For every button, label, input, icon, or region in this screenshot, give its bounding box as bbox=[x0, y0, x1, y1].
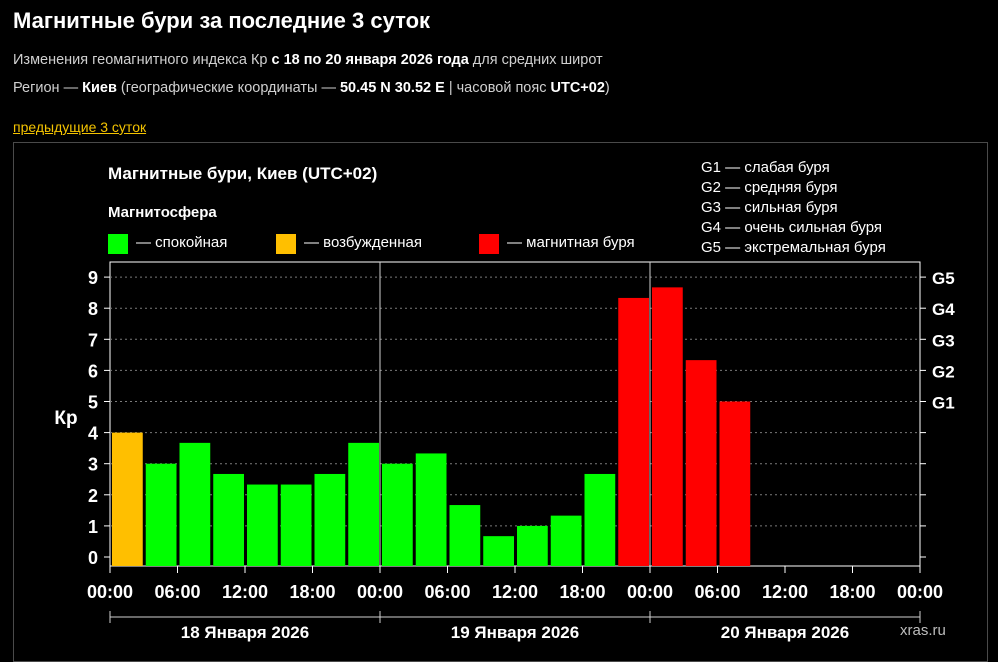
x-tick-label: 18:00 bbox=[829, 582, 875, 602]
x-tick-label: 18:00 bbox=[289, 582, 335, 602]
legend-excited-label: — возбужденная bbox=[304, 234, 422, 251]
kp-bar bbox=[719, 401, 751, 566]
x-tick-label: 00:00 bbox=[87, 582, 133, 602]
g5-legend: G5 — экстремальная буря bbox=[701, 239, 886, 256]
watermark: xras.ru bbox=[900, 622, 946, 639]
x-tick-label: 00:00 bbox=[627, 582, 673, 602]
y-tick-label: 1 bbox=[88, 517, 98, 537]
kp-bar bbox=[517, 525, 548, 566]
kp-bar bbox=[415, 453, 447, 566]
g1-legend: G1 — слабая буря bbox=[701, 159, 830, 176]
x-tick-label: 06:00 bbox=[154, 582, 200, 602]
kp-bar bbox=[179, 442, 211, 566]
g-level-label: G2 bbox=[932, 362, 955, 381]
kp-bar bbox=[348, 442, 379, 566]
x-tick-label: 12:00 bbox=[762, 582, 808, 602]
kp-bar bbox=[584, 473, 616, 566]
kp-bar bbox=[314, 473, 346, 566]
kp-bar bbox=[213, 473, 244, 566]
g4-legend: G4 — очень сильная буря bbox=[701, 219, 883, 236]
date-range-line: Изменения геомагнитного индекса Кр с 18 … bbox=[13, 52, 603, 68]
g2-legend: G2 — средняя буря bbox=[701, 179, 838, 196]
kp-bar bbox=[280, 484, 312, 566]
x-tick-label: 18:00 bbox=[559, 582, 605, 602]
g-level-label: G1 bbox=[932, 394, 955, 413]
g-level-label: G4 bbox=[932, 300, 955, 319]
day-label: 20 Января 2026 bbox=[721, 623, 849, 642]
y-tick-label: 5 bbox=[88, 393, 98, 413]
g-level-label: G5 bbox=[932, 269, 955, 288]
y-tick-label: 8 bbox=[88, 299, 98, 319]
page-title: Магнитные бури за последние 3 суток bbox=[13, 8, 431, 33]
legend-storm-label: — магнитная буря bbox=[507, 234, 635, 251]
y-tick-label: 7 bbox=[88, 330, 98, 350]
magnetosphere-label: Магнитосфера bbox=[108, 204, 217, 221]
kp-bar bbox=[247, 484, 278, 566]
legend-calm-swatch bbox=[108, 234, 128, 254]
legend-excited-swatch bbox=[276, 234, 296, 254]
kp-bar bbox=[652, 287, 683, 566]
x-tick-label: 06:00 bbox=[694, 582, 740, 602]
g3-legend: G3 — сильная буря bbox=[701, 199, 838, 216]
x-tick-label: 00:00 bbox=[357, 582, 403, 602]
y-tick-label: 4 bbox=[88, 424, 98, 444]
kp-bar bbox=[550, 515, 582, 566]
chart-title: Магнитные бури, Киев (UTC+02) bbox=[108, 164, 378, 183]
y-tick-label: 3 bbox=[88, 455, 98, 475]
kp-bar bbox=[449, 505, 481, 566]
kp-bar bbox=[618, 297, 649, 566]
kp-bar bbox=[382, 463, 413, 566]
x-tick-label: 12:00 bbox=[222, 582, 268, 602]
kp-bar bbox=[685, 360, 717, 566]
day-label: 18 Января 2026 bbox=[181, 623, 309, 642]
y-tick-label: 0 bbox=[88, 548, 98, 568]
kp-bar bbox=[483, 536, 514, 566]
legend-calm-label: — спокойная bbox=[136, 234, 228, 251]
x-tick-label: 00:00 bbox=[897, 582, 943, 602]
region-line: Регион — Киев (географические координаты… bbox=[13, 80, 610, 96]
x-tick-label: 12:00 bbox=[492, 582, 538, 602]
kp-bar bbox=[112, 432, 143, 566]
day-label: 19 Января 2026 bbox=[451, 623, 579, 642]
y-axis-label: Кр bbox=[54, 408, 77, 429]
g-level-label: G3 bbox=[932, 331, 955, 350]
previous-3-days-link[interactable]: предыдущие 3 суток bbox=[13, 119, 147, 135]
kp-bar bbox=[145, 463, 177, 566]
x-tick-label: 06:00 bbox=[424, 582, 470, 602]
y-tick-label: 2 bbox=[88, 486, 98, 506]
legend-storm-swatch bbox=[479, 234, 499, 254]
y-tick-label: 9 bbox=[88, 268, 98, 288]
y-tick-label: 6 bbox=[88, 361, 98, 381]
